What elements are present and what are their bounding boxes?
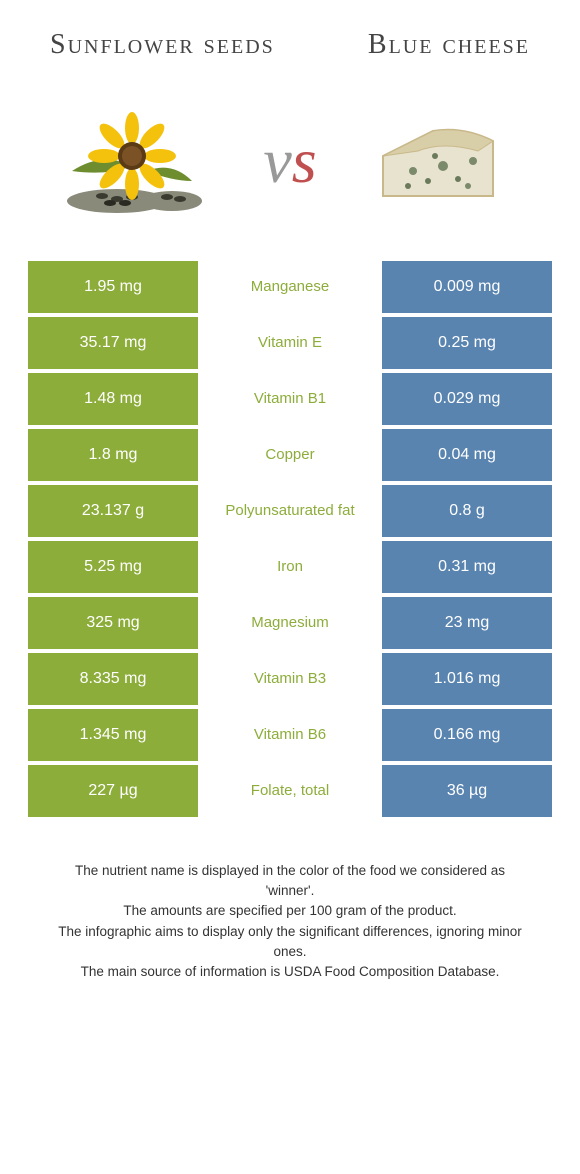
cell-nutrient-name: Folate, total	[198, 765, 382, 817]
infographic-container: Sunflower seeds Blue cheese	[0, 0, 580, 1174]
cell-nutrient-name: Vitamin B1	[198, 373, 382, 425]
table-row: 1.8 mgCopper0.04 mg	[28, 429, 552, 481]
cell-right-value: 0.009 mg	[382, 261, 552, 313]
cell-nutrient-name: Iron	[198, 541, 382, 593]
cell-nutrient-name: Vitamin B3	[198, 653, 382, 705]
cell-left-value: 35.17 mg	[28, 317, 198, 369]
cell-right-value: 0.029 mg	[382, 373, 552, 425]
cell-nutrient-name: Manganese	[198, 261, 382, 313]
cell-right-value: 0.166 mg	[382, 709, 552, 761]
header-row: Sunflower seeds Blue cheese	[0, 0, 580, 71]
sunflower-image	[30, 91, 253, 231]
cell-right-value: 23 mg	[382, 597, 552, 649]
cell-nutrient-name: Vitamin E	[198, 317, 382, 369]
cell-right-value: 1.016 mg	[382, 653, 552, 705]
table-row: 1.48 mgVitamin B10.029 mg	[28, 373, 552, 425]
table-row: 8.335 mgVitamin B31.016 mg	[28, 653, 552, 705]
footer-notes: The nutrient name is displayed in the co…	[0, 821, 580, 1003]
title-right: Blue cheese	[290, 30, 540, 61]
table-row: 23.137 gPolyunsaturated fat0.8 g	[28, 485, 552, 537]
vs-label: vs	[253, 124, 326, 198]
cell-nutrient-name: Magnesium	[198, 597, 382, 649]
cell-left-value: 23.137 g	[28, 485, 198, 537]
cell-nutrient-name: Vitamin B6	[198, 709, 382, 761]
footer-line: The nutrient name is displayed in the co…	[50, 861, 530, 902]
cell-nutrient-name: Polyunsaturated fat	[198, 485, 382, 537]
cell-right-value: 0.25 mg	[382, 317, 552, 369]
table-row: 1.95 mgManganese0.009 mg	[28, 261, 552, 313]
cheese-image	[327, 91, 550, 231]
cell-right-value: 36 µg	[382, 765, 552, 817]
footer-line: The amounts are specified per 100 gram o…	[50, 901, 530, 921]
cell-left-value: 1.8 mg	[28, 429, 198, 481]
cell-left-value: 1.48 mg	[28, 373, 198, 425]
title-left: Sunflower seeds	[40, 30, 290, 61]
footer-line: The main source of information is USDA F…	[50, 962, 530, 982]
cell-left-value: 227 µg	[28, 765, 198, 817]
table-row: 227 µgFolate, total36 µg	[28, 765, 552, 817]
cell-left-value: 1.345 mg	[28, 709, 198, 761]
cell-left-value: 1.95 mg	[28, 261, 198, 313]
cell-right-value: 0.8 g	[382, 485, 552, 537]
nutrient-table: 1.95 mgManganese0.009 mg35.17 mgVitamin …	[0, 261, 580, 821]
cell-nutrient-name: Copper	[198, 429, 382, 481]
cell-right-value: 0.31 mg	[382, 541, 552, 593]
cell-right-value: 0.04 mg	[382, 429, 552, 481]
table-row: 325 mgMagnesium23 mg	[28, 597, 552, 649]
footer-line: The infographic aims to display only the…	[50, 922, 530, 963]
cell-left-value: 8.335 mg	[28, 653, 198, 705]
cell-left-value: 5.25 mg	[28, 541, 198, 593]
image-row: vs	[0, 71, 580, 261]
table-row: 1.345 mgVitamin B60.166 mg	[28, 709, 552, 761]
table-row: 35.17 mgVitamin E0.25 mg	[28, 317, 552, 369]
table-row: 5.25 mgIron0.31 mg	[28, 541, 552, 593]
cell-left-value: 325 mg	[28, 597, 198, 649]
